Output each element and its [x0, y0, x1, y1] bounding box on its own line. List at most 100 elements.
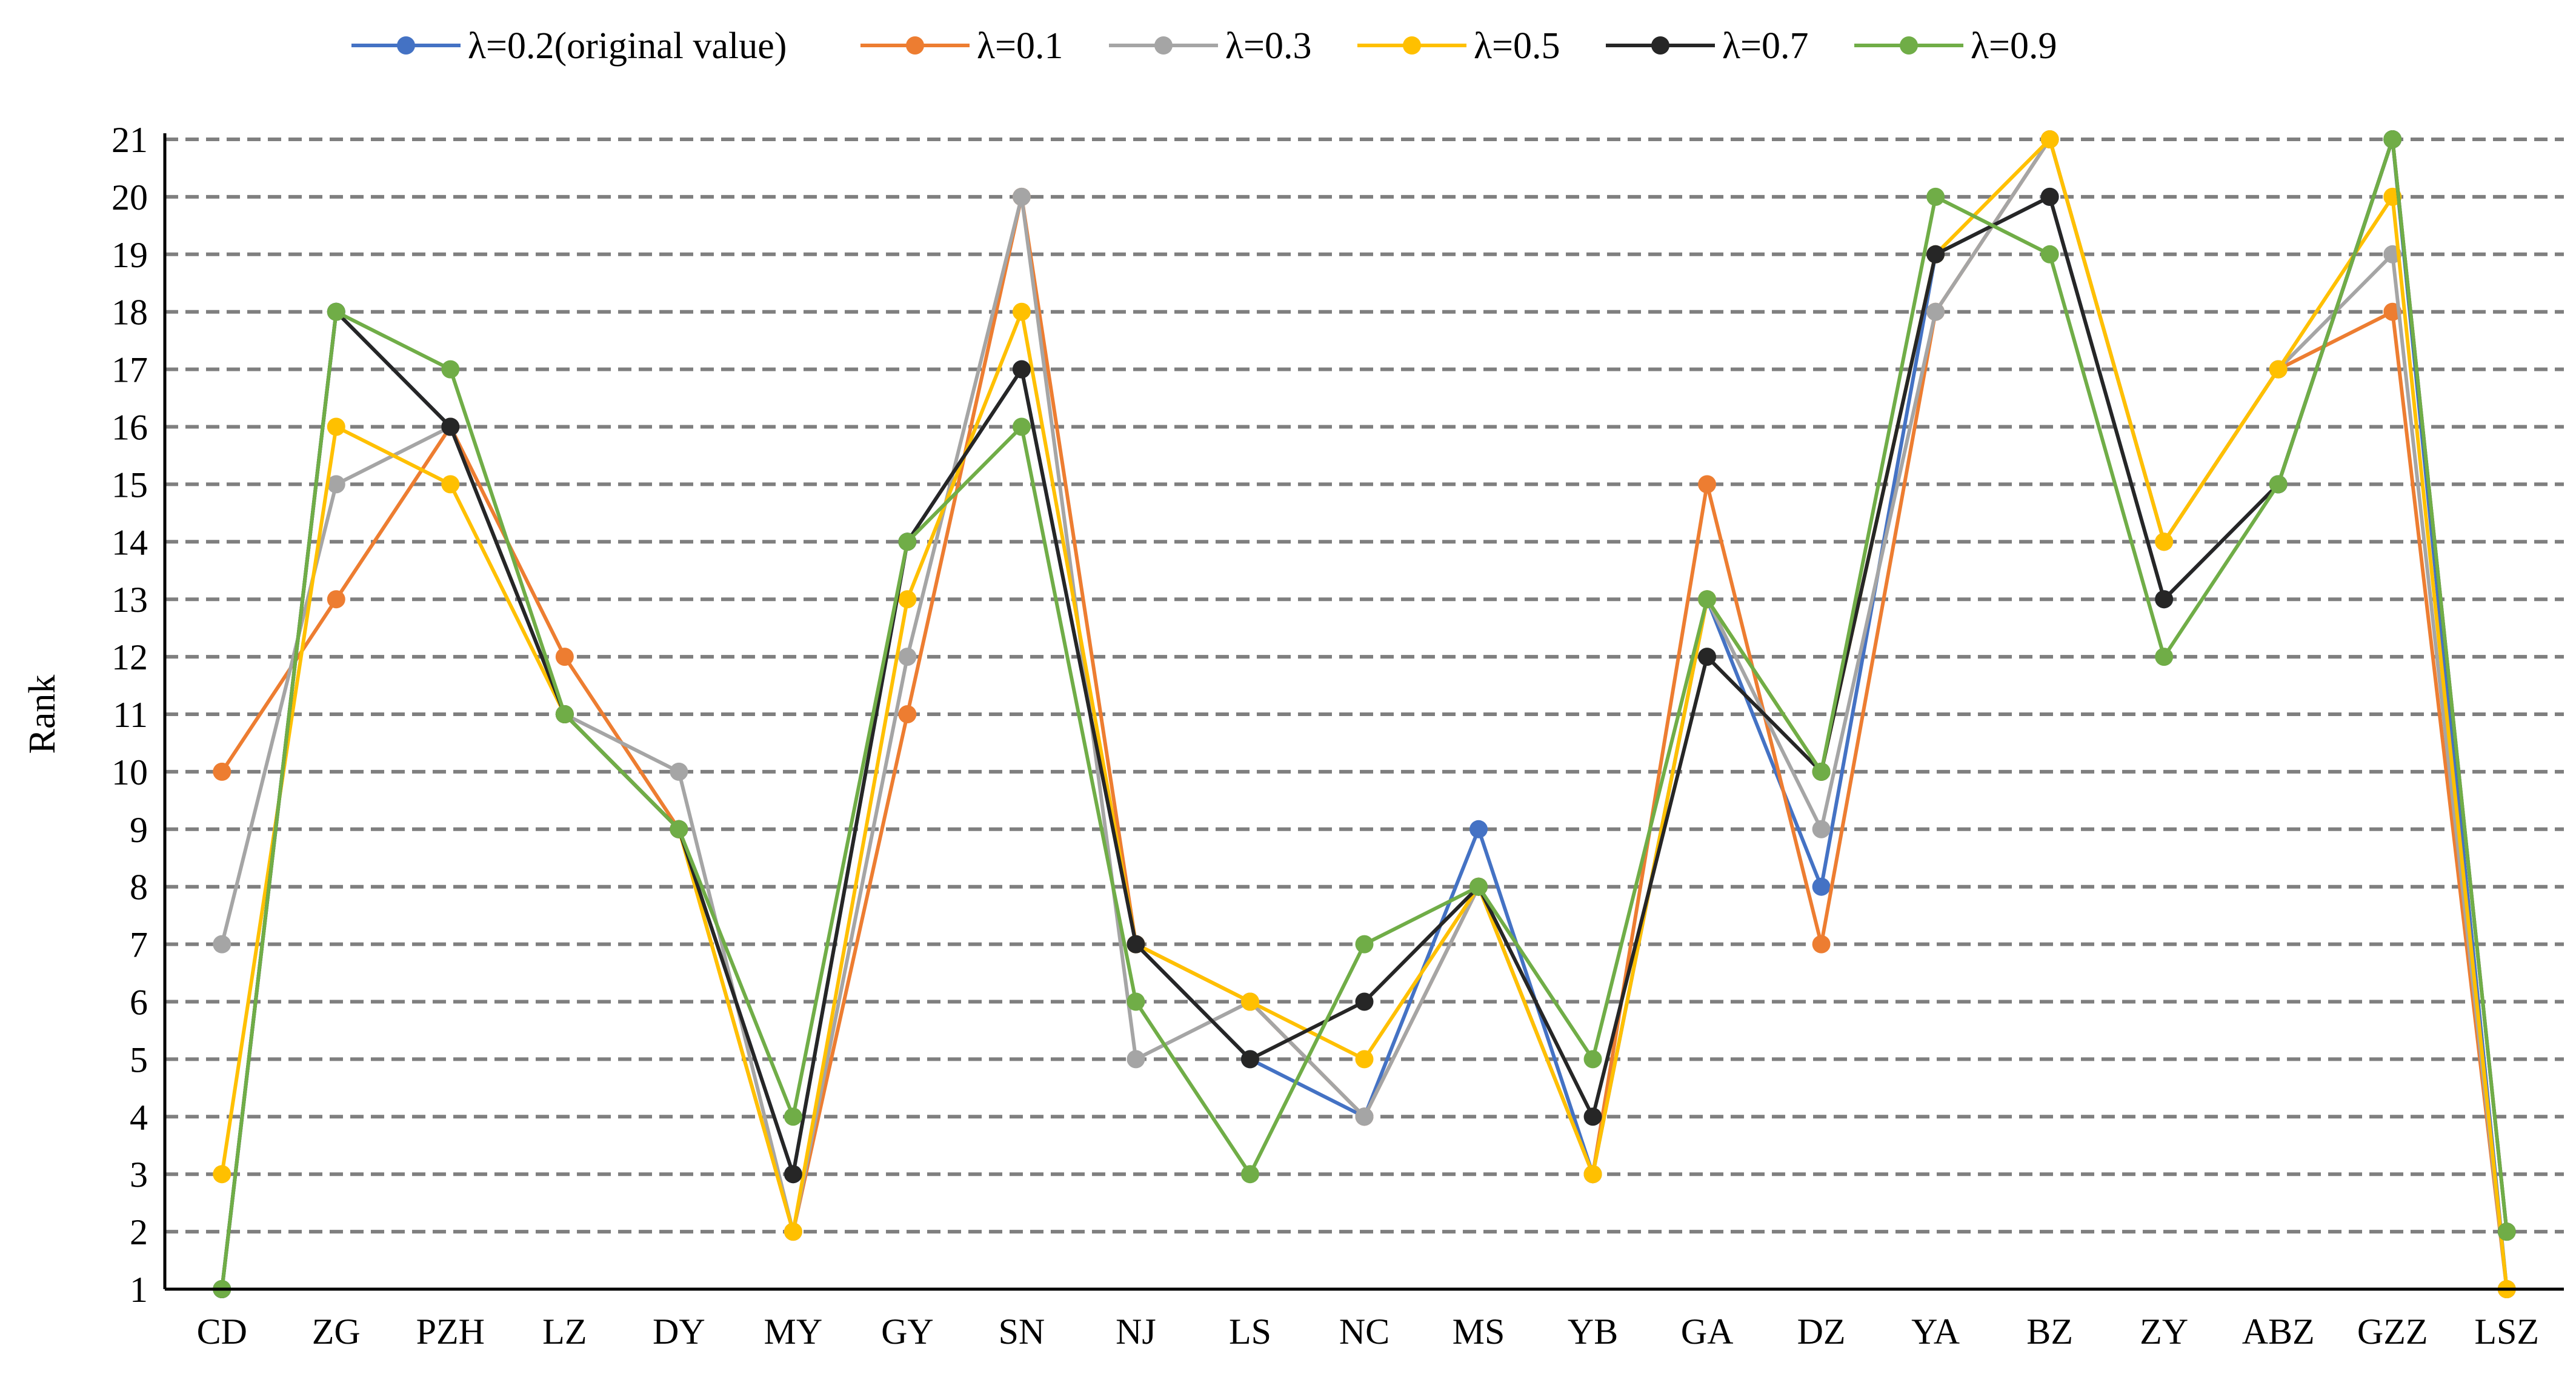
gridlines	[165, 138, 2564, 1234]
data-point	[1583, 1107, 1602, 1126]
x-tick-label: ZY	[2140, 1312, 2188, 1352]
data-point	[441, 417, 460, 436]
data-point	[898, 590, 917, 609]
data-point	[2155, 648, 2174, 666]
y-tick-label: 5	[130, 1040, 148, 1080]
legend-item: λ=0.1	[860, 25, 1063, 67]
data-point	[441, 360, 460, 379]
x-tick-label: YB	[1568, 1312, 1618, 1352]
data-point	[2269, 475, 2288, 494]
y-tick-label: 12	[111, 637, 148, 677]
data-point	[2269, 360, 2288, 379]
data-point	[1012, 417, 1031, 436]
legend-item: λ=0.9	[1854, 25, 2057, 67]
x-tick-label: BZ	[2026, 1312, 2073, 1352]
data-point	[1012, 302, 1031, 321]
legend-label: λ=0.1	[977, 25, 1063, 67]
data-point	[1012, 360, 1031, 379]
y-tick-label: 15	[111, 465, 148, 505]
x-tick-label: LSZ	[2474, 1312, 2539, 1352]
legend-marker	[1651, 36, 1669, 55]
y-tick-label: 17	[111, 350, 148, 390]
data-point	[327, 302, 345, 321]
x-axis-ticks: CD ZG PZH LZ DY MY GY SN NJ LS NC MS YB GA DZ YA BZ ZY ABZ…	[197, 1312, 2539, 1352]
x-tick-label: PZH	[416, 1312, 485, 1352]
data-point	[441, 475, 460, 494]
x-tick-label: DY	[653, 1312, 705, 1352]
data-point	[1698, 648, 1717, 666]
data-point	[784, 1165, 802, 1184]
data-point	[1583, 1165, 1602, 1184]
legend-marker	[1900, 36, 1918, 55]
data-point	[1469, 820, 1488, 838]
legend-marker	[906, 36, 924, 55]
legend-label: λ=0.3	[1225, 25, 1312, 67]
y-tick-label: 1	[130, 1270, 148, 1310]
series-5	[213, 130, 2516, 1298]
data-point	[213, 1165, 231, 1184]
y-tick-label: 20	[111, 178, 148, 217]
legend-marker	[1154, 36, 1173, 55]
data-point	[1127, 935, 1145, 954]
legend-marker	[397, 36, 415, 55]
data-point	[213, 762, 231, 781]
data-point	[1355, 1050, 1374, 1069]
x-tick-label: CD	[197, 1312, 247, 1352]
data-point	[1926, 302, 1945, 321]
data-point	[898, 648, 917, 666]
y-axis-label: Rank	[22, 675, 63, 754]
data-point	[784, 1223, 802, 1241]
x-tick-label: NC	[1339, 1312, 1390, 1352]
data-point	[1812, 820, 1831, 838]
x-tick-label: SN	[999, 1312, 1045, 1352]
data-point	[327, 417, 345, 436]
y-tick-label: 21	[111, 120, 148, 160]
x-tick-label: MS	[1453, 1312, 1505, 1352]
data-point	[1355, 1107, 1374, 1126]
data-point	[1012, 187, 1031, 206]
data-point	[555, 648, 574, 666]
legend-item: λ=0.7	[1606, 25, 1809, 67]
data-point	[1812, 877, 1831, 896]
legend-item: λ=0.2(original value)	[351, 25, 787, 67]
legend-label: λ=0.2(original value)	[468, 25, 787, 67]
data-point	[2497, 1223, 2516, 1241]
legend-label: λ=0.7	[1722, 25, 1809, 67]
y-tick-label: 13	[111, 580, 148, 620]
y-tick-label: 9	[130, 810, 148, 850]
y-tick-label: 14	[111, 522, 148, 562]
data-point	[1469, 877, 1488, 896]
data-point	[1240, 1050, 1259, 1069]
data-point	[1583, 1050, 1602, 1069]
legend-marker	[1403, 36, 1421, 55]
x-tick-label: YA	[1911, 1312, 1960, 1352]
data-point	[213, 935, 231, 954]
data-point	[2155, 590, 2174, 609]
data-point	[555, 705, 574, 723]
series-group	[213, 130, 2516, 1298]
data-point	[670, 762, 688, 781]
data-point	[1812, 935, 1831, 954]
data-point	[2040, 130, 2059, 148]
y-tick-label: 18	[111, 293, 148, 333]
data-point	[2040, 245, 2059, 264]
x-tick-label: NJ	[1116, 1312, 1156, 1352]
data-point	[1240, 992, 1259, 1011]
y-tick-label: 3	[130, 1155, 148, 1195]
legend-item: λ=0.5	[1357, 25, 1560, 67]
y-tick-label: 7	[130, 925, 148, 965]
data-point	[2383, 130, 2402, 148]
y-tick-label: 16	[111, 408, 148, 448]
data-point	[1355, 992, 1374, 1011]
data-point	[1698, 590, 1717, 609]
data-point	[1355, 935, 1374, 954]
x-tick-label: GZZ	[2357, 1312, 2428, 1352]
y-tick-label: 2	[130, 1212, 148, 1252]
legend: λ=0.2(original value) λ=0.1 λ=0.3 λ=0.5 λ=0.…	[351, 25, 2057, 67]
x-tick-label: MY	[764, 1312, 823, 1352]
x-tick-label: DZ	[1797, 1312, 1846, 1352]
data-point	[1926, 187, 1945, 206]
legend-item: λ=0.3	[1109, 25, 1312, 67]
